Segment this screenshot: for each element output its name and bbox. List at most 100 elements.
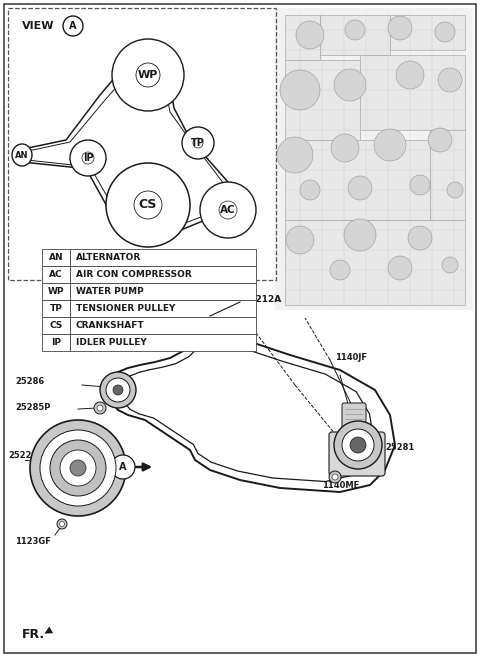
Circle shape	[63, 16, 83, 36]
Circle shape	[70, 460, 86, 476]
Text: 1140JF: 1140JF	[335, 353, 367, 361]
Circle shape	[332, 474, 338, 480]
Text: AC: AC	[49, 270, 63, 279]
Circle shape	[200, 182, 256, 238]
Circle shape	[296, 21, 324, 49]
Text: CS: CS	[49, 321, 62, 330]
Bar	[70, 334, 256, 351]
Circle shape	[97, 405, 103, 411]
Circle shape	[334, 69, 366, 101]
Bar	[42, 300, 70, 317]
Circle shape	[277, 137, 313, 173]
Circle shape	[334, 421, 382, 469]
Text: A: A	[119, 462, 127, 472]
Text: IP: IP	[83, 153, 93, 163]
Circle shape	[438, 68, 462, 92]
Text: 25286: 25286	[15, 376, 44, 386]
Circle shape	[280, 70, 320, 110]
FancyBboxPatch shape	[329, 432, 385, 476]
Circle shape	[345, 20, 365, 40]
Circle shape	[60, 522, 64, 526]
Polygon shape	[285, 60, 360, 140]
Circle shape	[344, 219, 376, 251]
Circle shape	[94, 402, 106, 414]
Circle shape	[374, 129, 406, 161]
Circle shape	[30, 420, 126, 516]
Text: AN: AN	[48, 253, 63, 262]
Text: AIR CON COMPRESSOR: AIR CON COMPRESSOR	[76, 270, 192, 279]
Text: TP: TP	[49, 304, 62, 313]
Text: AC: AC	[220, 205, 236, 215]
Text: 25285P: 25285P	[15, 403, 50, 411]
Circle shape	[447, 182, 463, 198]
Text: CS: CS	[139, 198, 157, 212]
Text: 25221: 25221	[8, 451, 37, 461]
Text: WP: WP	[48, 287, 64, 296]
Circle shape	[134, 191, 162, 219]
Text: IP: IP	[51, 338, 61, 347]
Text: TENSIONER PULLEY: TENSIONER PULLEY	[76, 304, 175, 313]
Circle shape	[111, 455, 135, 479]
Circle shape	[348, 176, 372, 200]
Text: 1140ME: 1140ME	[322, 482, 359, 491]
Polygon shape	[285, 140, 430, 220]
Text: 25212A: 25212A	[243, 296, 281, 304]
Polygon shape	[320, 15, 390, 55]
Circle shape	[388, 256, 412, 280]
Text: WATER PUMP: WATER PUMP	[76, 287, 144, 296]
Circle shape	[408, 226, 432, 250]
Circle shape	[329, 471, 341, 483]
Circle shape	[50, 440, 106, 496]
Text: ALTERNATOR: ALTERNATOR	[76, 253, 141, 262]
Bar	[70, 300, 256, 317]
Polygon shape	[360, 55, 465, 130]
Circle shape	[331, 134, 359, 162]
Bar	[275, 8, 473, 310]
Bar	[70, 266, 256, 283]
Circle shape	[57, 519, 67, 529]
Text: FR.: FR.	[22, 627, 45, 641]
Bar	[70, 283, 256, 300]
Text: A: A	[69, 21, 77, 31]
Circle shape	[60, 450, 96, 486]
Circle shape	[342, 429, 374, 461]
Bar	[42, 266, 70, 283]
Bar	[42, 317, 70, 334]
Bar	[42, 334, 70, 351]
Circle shape	[113, 385, 123, 395]
Circle shape	[70, 140, 106, 176]
Circle shape	[396, 61, 424, 89]
Text: IDLER PULLEY: IDLER PULLEY	[76, 338, 147, 347]
Bar	[42, 249, 70, 266]
Polygon shape	[390, 15, 465, 50]
Circle shape	[300, 180, 320, 200]
Polygon shape	[285, 15, 320, 60]
Text: CRANKSHAFT: CRANKSHAFT	[76, 321, 144, 330]
FancyBboxPatch shape	[342, 403, 366, 439]
Circle shape	[193, 138, 203, 148]
Circle shape	[388, 16, 412, 40]
Bar	[8, 8, 276, 280]
Ellipse shape	[12, 144, 32, 166]
Text: TP: TP	[191, 138, 205, 148]
Bar	[70, 317, 256, 334]
Circle shape	[82, 152, 94, 164]
Bar	[42, 283, 70, 300]
Circle shape	[435, 22, 455, 42]
Circle shape	[106, 378, 130, 402]
Text: WP: WP	[138, 70, 158, 80]
Circle shape	[428, 128, 452, 152]
Circle shape	[350, 437, 366, 453]
Circle shape	[330, 260, 350, 280]
Circle shape	[106, 163, 190, 247]
Circle shape	[112, 39, 184, 111]
Circle shape	[136, 63, 160, 87]
Circle shape	[286, 226, 314, 254]
Circle shape	[410, 175, 430, 195]
Text: VIEW: VIEW	[22, 21, 55, 31]
Polygon shape	[430, 130, 465, 220]
Text: 25281: 25281	[385, 443, 414, 451]
Circle shape	[100, 372, 136, 408]
Bar	[70, 249, 256, 266]
Circle shape	[182, 127, 214, 159]
